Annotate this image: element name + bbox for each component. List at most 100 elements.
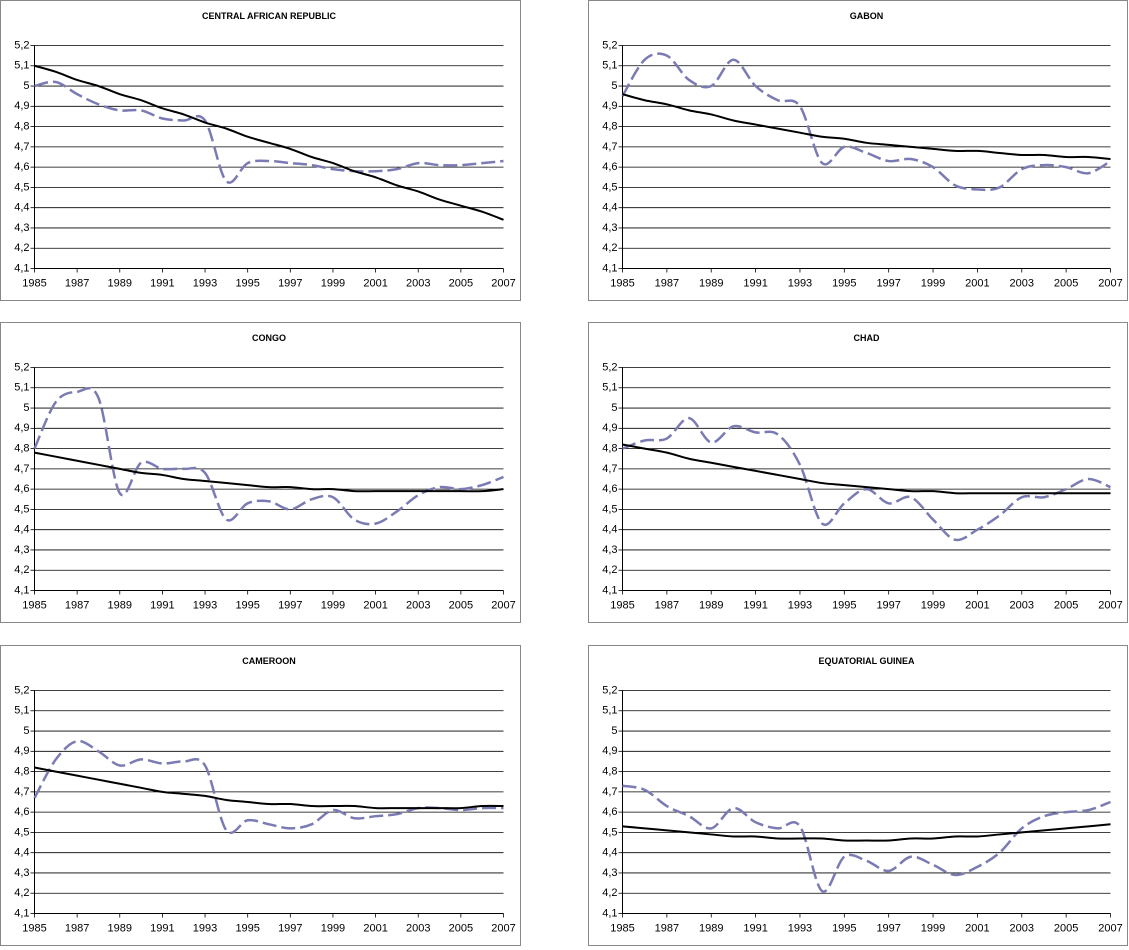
x-tick-label: 1991 (150, 599, 174, 611)
x-tick-label: 1985 (610, 922, 634, 934)
panel: EQUATORIAL GUINEA 4,1 4,2 4,3 4,4 4,5 4,6 4,7 4,… (588, 645, 1128, 946)
series-line (34, 451, 504, 493)
series-line (34, 64, 504, 221)
x-tick-label: 1999 (921, 599, 945, 611)
x-tick-label: 1993 (193, 599, 217, 611)
y-tick-label: 5 (23, 402, 29, 414)
y-tick-label: 4,5 (602, 826, 617, 838)
x-tick-label: 1993 (788, 922, 812, 934)
x-tick-label: 2005 (449, 599, 473, 611)
panel-frame (588, 322, 1128, 623)
y-tick-label: 5,2 (14, 361, 29, 373)
x-tick-label: 2003 (406, 599, 430, 611)
x-tick-label: 2007 (1098, 922, 1122, 934)
y-tick-label: 4,1 (14, 262, 29, 274)
series-line (33, 739, 504, 835)
x-tick-label: 2003 (1010, 599, 1034, 611)
y-tick-label: 5 (611, 725, 617, 737)
x-tick-label: 2001 (965, 922, 989, 934)
y-tick-label: 4,1 (14, 584, 29, 596)
y-tick-label: 5,2 (14, 39, 29, 51)
y-tick-label: 4,5 (14, 503, 29, 515)
x-tick-label: 2003 (1010, 277, 1034, 289)
y-tick-label: 5,1 (602, 382, 617, 394)
y-tick-label: 4,3 (602, 867, 617, 879)
y-tick-label: 4,9 (14, 422, 29, 434)
x-tick-label: 1999 (921, 922, 945, 934)
y-tick-label: 4,6 (602, 806, 617, 818)
chart-title: CONGO (252, 333, 286, 343)
x-tick-label: 1987 (655, 599, 679, 611)
x-tick-label: 2003 (1010, 922, 1034, 934)
x-tick-label: 2005 (1054, 599, 1078, 611)
x-tick-label: 2001 (965, 277, 989, 289)
y-tick-label: 5,1 (602, 705, 617, 717)
y-tick-label: 5 (23, 80, 29, 92)
y-tick-label: 4,8 (14, 120, 29, 132)
y-tick-label: 4,5 (602, 181, 617, 193)
x-tick-label: 1997 (876, 277, 900, 289)
x-tick-label: 1985 (22, 599, 46, 611)
panel-frame (0, 0, 521, 301)
y-tick-label: 5,2 (602, 39, 617, 51)
y-tick-label: 4,8 (14, 765, 29, 777)
y-tick-label: 4,2 (14, 887, 29, 899)
x-tick-label: 2005 (449, 277, 473, 289)
y-tick-label: 4,4 (602, 202, 617, 214)
series-line (621, 52, 1112, 192)
x-tick-label: 1995 (832, 277, 856, 289)
y-tick-label: 4,1 (602, 262, 617, 274)
x-tick-label: 1999 (921, 277, 945, 289)
x-tick-label: 2005 (1054, 277, 1078, 289)
x-tick-label: 1997 (278, 599, 302, 611)
x-tick-label: 2007 (1098, 599, 1122, 611)
x-tick-label: 1989 (699, 922, 723, 934)
x-tick-label: 1985 (610, 277, 634, 289)
x-tick-label: 1995 (235, 599, 259, 611)
x-tick-label: 2001 (363, 599, 387, 611)
x-tick-label: 1991 (150, 277, 174, 289)
panel-frame (0, 645, 521, 946)
y-tick-label: 4,5 (14, 181, 29, 193)
y-tick-label: 4,2 (602, 887, 617, 899)
chart-title: GABON (850, 11, 884, 21)
y-tick-label: 4,4 (602, 524, 617, 536)
y-tick-label: 4,7 (14, 463, 29, 475)
y-tick-label: 4,6 (602, 161, 617, 173)
x-tick-label: 1997 (876, 599, 900, 611)
x-tick-label: 1987 (65, 599, 89, 611)
y-tick-label: 4,3 (14, 867, 29, 879)
y-tick-label: 5 (611, 80, 617, 92)
chart-title: EQUATORIAL GUINEA (818, 656, 915, 666)
x-tick-label: 1993 (193, 922, 217, 934)
series-line (34, 80, 504, 184)
panel: CHAD 4,1 4,2 4,3 4,4 4,5 4,6 4,7 4,8 4,9 5 5,1 5,2 19… (588, 322, 1128, 623)
y-tick-label: 4,4 (14, 202, 29, 214)
series-line (622, 416, 1111, 542)
y-tick-label: 4,7 (602, 786, 617, 798)
y-tick-label: 4,1 (14, 907, 29, 919)
y-tick-label: 5,2 (602, 684, 617, 696)
y-tick-label: 4,3 (602, 544, 617, 556)
series-line (34, 766, 504, 810)
x-tick-label: 2001 (965, 599, 989, 611)
x-tick-label: 1985 (22, 922, 46, 934)
y-tick-label: 4,9 (602, 422, 617, 434)
chart-title: CAMEROON (242, 656, 296, 666)
x-tick-label: 1989 (699, 599, 723, 611)
y-tick-label: 4,4 (602, 847, 617, 859)
y-tick-label: 4,9 (14, 100, 29, 112)
x-tick-label: 1985 (22, 277, 46, 289)
x-tick-label: 2003 (406, 277, 430, 289)
y-tick-label: 4,8 (602, 120, 617, 132)
y-tick-label: 5 (611, 402, 617, 414)
x-tick-label: 1997 (876, 922, 900, 934)
panel: CAMEROON 4,1 4,2 4,3 4,4 4,5 4,6 4,7 4,8 4,9 5 5,1 5… (0, 645, 521, 946)
y-tick-label: 4,5 (602, 503, 617, 515)
y-tick-label: 4,3 (602, 222, 617, 234)
x-tick-label: 2007 (491, 277, 515, 289)
y-tick-label: 4,2 (602, 564, 617, 576)
x-tick-label: 1997 (278, 922, 302, 934)
x-tick-label: 1991 (150, 922, 174, 934)
